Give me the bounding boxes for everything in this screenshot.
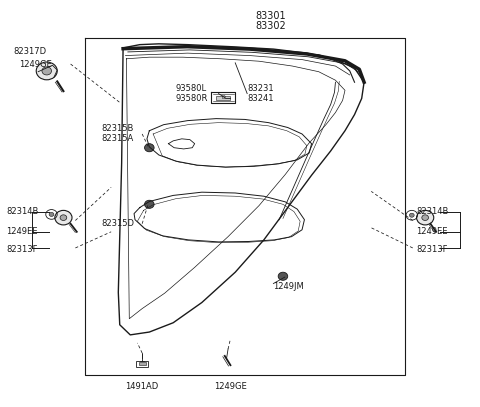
Circle shape (144, 144, 154, 152)
Text: 82315D: 82315D (102, 219, 134, 228)
Bar (216, 96, 230, 100)
Text: 82315B: 82315B (102, 124, 134, 133)
Text: 83231: 83231 (247, 84, 274, 93)
Text: 82314B: 82314B (6, 207, 38, 216)
Text: 83241: 83241 (247, 94, 274, 103)
Text: 93580R: 93580R (176, 94, 208, 103)
Text: 1249JM: 1249JM (274, 282, 304, 291)
Circle shape (409, 213, 414, 217)
Text: 82317D: 82317D (13, 48, 47, 57)
Circle shape (36, 62, 57, 80)
Text: 82313F: 82313F (417, 245, 448, 254)
Text: 1249EE: 1249EE (6, 227, 37, 236)
Text: 82314B: 82314B (417, 207, 449, 216)
Text: 83302: 83302 (256, 22, 287, 31)
Text: 1249GE: 1249GE (214, 382, 247, 391)
Text: 1249GE: 1249GE (20, 59, 52, 68)
Text: 82315A: 82315A (102, 134, 134, 143)
Text: 1249EE: 1249EE (417, 227, 448, 236)
Circle shape (55, 210, 72, 225)
Circle shape (417, 210, 434, 225)
Circle shape (144, 200, 154, 208)
Text: 83301: 83301 (256, 11, 287, 20)
Bar (139, 362, 145, 365)
Circle shape (49, 212, 54, 217)
Text: 82313F: 82313F (6, 245, 37, 254)
Bar (136, 361, 148, 367)
Circle shape (60, 215, 67, 221)
Circle shape (422, 215, 429, 221)
Text: 93580L: 93580L (176, 84, 207, 93)
Circle shape (42, 67, 51, 75)
Text: 1491AD: 1491AD (126, 382, 159, 391)
Circle shape (278, 272, 288, 280)
Text: D: D (222, 95, 226, 100)
